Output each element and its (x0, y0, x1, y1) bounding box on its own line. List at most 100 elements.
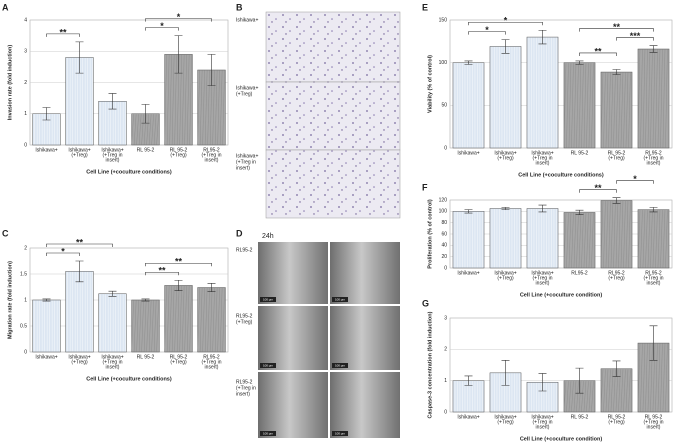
bar-hatch (650, 210, 653, 268)
bar (131, 299, 160, 353)
micrograph (265, 81, 401, 151)
bar-hatch (151, 114, 154, 145)
y-tick-label: 120 (439, 197, 448, 203)
row-label: Ishikawa+ (236, 153, 258, 159)
x-tick-label: insert) (536, 280, 550, 286)
x-tick-label: (+Treg) (71, 152, 88, 158)
bar-hatch (568, 63, 572, 148)
x-tick-label: RL 95-2 (170, 354, 188, 360)
bar-hatch (573, 212, 577, 268)
x-tick-label: Ishikawa+ (494, 270, 516, 276)
y-tick-label: 150 (439, 17, 448, 23)
x-tick-label: (+Treg) (608, 155, 625, 161)
micrograph (265, 11, 401, 83)
bar-hatch (217, 70, 220, 145)
bar-hatch (131, 114, 134, 145)
bar-hatch (222, 288, 225, 352)
bar-hatch (655, 210, 658, 268)
x-tick-label: (+Treg in (103, 152, 123, 158)
x-tick-label: Ishikawa+ (101, 147, 123, 153)
column-label: 24h (262, 233, 274, 240)
significance-label: ** (59, 27, 67, 37)
significance-bracket (616, 37, 654, 41)
x-tick-label: RL 95-2 (137, 147, 155, 153)
bar-hatch (573, 381, 577, 412)
bar-hatch (600, 72, 604, 148)
y-tick-label: 1 (24, 297, 27, 303)
bar-hatch (603, 369, 606, 412)
bar-hatch (576, 212, 579, 268)
scale-label: 100 µm (263, 431, 274, 435)
bar (563, 62, 596, 149)
y-tick-label: 4 (24, 17, 27, 23)
bar-hatch (571, 381, 574, 412)
bar-hatch (581, 381, 584, 412)
bar-hatch (603, 201, 606, 268)
bar (489, 208, 522, 269)
bar-hatch (665, 343, 668, 412)
bar-hatch (166, 285, 170, 352)
bar-hatch (171, 54, 175, 145)
error-bar (174, 279, 183, 291)
x-tick-label: RL 95-2 (571, 414, 589, 420)
x-tick-label: RL95-2 (608, 270, 625, 276)
bar-hatch (573, 63, 577, 148)
bar-hatch (176, 54, 180, 145)
row-label: insert) (236, 165, 250, 171)
significance-bracket (579, 52, 617, 56)
micrograph (265, 149, 401, 219)
panel-label: F (422, 182, 428, 192)
bar-hatch (174, 54, 177, 145)
bar-hatch (588, 63, 592, 148)
bar-hatch (174, 285, 177, 352)
bar-hatch (605, 72, 609, 148)
x-tick-label: (+Treg) (497, 155, 514, 161)
bar-hatch (615, 201, 619, 268)
bar-hatch (637, 49, 641, 148)
y-tick-label: 50 (441, 103, 447, 109)
bar-hatch (151, 300, 154, 352)
bar-hatch (660, 49, 663, 148)
x-tick-label: Ishikawa+ (457, 150, 479, 156)
panel-label: G (422, 298, 429, 308)
x-tick-label: insert) (536, 160, 550, 166)
bar-hatch (146, 300, 149, 352)
bar-hatch (156, 300, 159, 352)
x-tick-label: (+Treg) (497, 419, 514, 425)
x-tick-label: (+Treg in (644, 419, 664, 425)
y-tick-label: 3 (24, 49, 27, 55)
bar-hatch (623, 201, 626, 268)
bar-hatch (625, 72, 629, 148)
bar (452, 380, 485, 413)
significance-bracket (145, 27, 179, 31)
bar-hatch (207, 288, 210, 352)
bar (164, 285, 193, 353)
bar-hatch (642, 210, 646, 268)
error-bar (501, 39, 510, 54)
error-bar (75, 41, 84, 74)
x-tick-label: (+Treg) (608, 275, 625, 281)
bar-hatch (219, 288, 223, 352)
scale-label: 100 µm (263, 363, 274, 367)
bar-hatch (133, 114, 137, 145)
micrograph (258, 306, 328, 370)
bar (600, 71, 633, 149)
error-bar (464, 209, 473, 214)
significance-label: ** (594, 46, 602, 56)
significance-bracket (145, 271, 179, 276)
panel-label: D (236, 228, 243, 238)
x-tick-label: Ishikawa+ (68, 147, 90, 153)
bar (600, 200, 633, 269)
bar-hatch (583, 212, 587, 268)
bar-hatch (657, 210, 661, 268)
significance-bracket (46, 33, 80, 37)
bar-hatch (199, 288, 203, 352)
bar-hatch (133, 300, 137, 352)
y-axis-label: Viability (% of control) (427, 55, 433, 113)
bar-hatch (179, 285, 182, 352)
y-tick-label: 100 (439, 209, 448, 215)
x-tick-label: Ishikawa+ (68, 354, 90, 360)
x-tick-label: insert) (205, 157, 219, 163)
x-tick-label: RL 95-2 (170, 147, 188, 153)
significance-label: ** (175, 257, 183, 267)
